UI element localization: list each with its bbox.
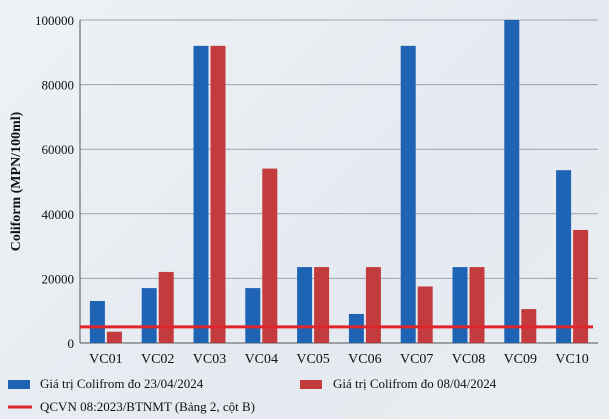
- legend-label-series-2: Giá trị Colifrom đo 08/04/2024: [333, 376, 497, 391]
- bar-vc01-series-1: [89, 301, 105, 343]
- bar-vc09-series-1: [504, 20, 520, 343]
- y-tick-label: 20000: [42, 271, 75, 286]
- bar-vc04-series-1: [245, 288, 261, 343]
- y-axis-label: Coliform (MPN/100ml): [9, 111, 24, 251]
- x-tick-label: VC08: [452, 352, 485, 367]
- y-tick-label: 60000: [42, 142, 75, 157]
- x-tick-label: VC05: [296, 352, 329, 367]
- y-tick-label: 40000: [42, 207, 75, 222]
- x-tick-label: VC06: [348, 352, 381, 367]
- bar-vc07-series-1: [400, 45, 416, 344]
- x-tick-label: VC10: [555, 352, 588, 367]
- bar-vc03-series-1: [193, 45, 209, 344]
- x-tick-label: VC02: [141, 352, 174, 367]
- x-tick-label: VC07: [400, 352, 433, 367]
- x-tick-label: VC01: [89, 352, 122, 367]
- bar-vc08-series-2: [469, 267, 485, 343]
- legend-label-series-1: Giá trị Colifrom đo 23/04/2024: [40, 376, 204, 391]
- x-tick-label: VC04: [245, 352, 278, 367]
- y-tick-label: 100000: [35, 13, 74, 28]
- bar-vc04-series-2: [262, 168, 278, 343]
- legend-swatch-series-1: [8, 380, 30, 389]
- x-tick-label: VC09: [504, 352, 537, 367]
- bar-vc10-series-2: [573, 229, 589, 343]
- bar-vc05-series-1: [297, 267, 313, 343]
- bar-vc07-series-2: [417, 286, 433, 343]
- bar-vc02-series-2: [158, 271, 174, 343]
- x-tick-label: VC03: [193, 352, 226, 367]
- legend-label-reference: QCVN 08:2023/BTNMT (Bảng 2, cột B): [40, 399, 255, 414]
- bar-vc02-series-1: [141, 288, 157, 343]
- legend-swatch-series-2: [300, 380, 322, 389]
- bar-vc01-series-2: [106, 331, 122, 343]
- bar-vc08-series-1: [452, 267, 468, 343]
- y-tick-label: 0: [68, 336, 75, 351]
- y-tick-label: 80000: [42, 78, 75, 93]
- bar-vc10-series-1: [556, 170, 572, 343]
- bar-vc06-series-1: [348, 313, 364, 343]
- bar-vc05-series-2: [314, 267, 330, 343]
- bar-vc03-series-2: [210, 45, 226, 344]
- bar-vc06-series-2: [365, 267, 381, 343]
